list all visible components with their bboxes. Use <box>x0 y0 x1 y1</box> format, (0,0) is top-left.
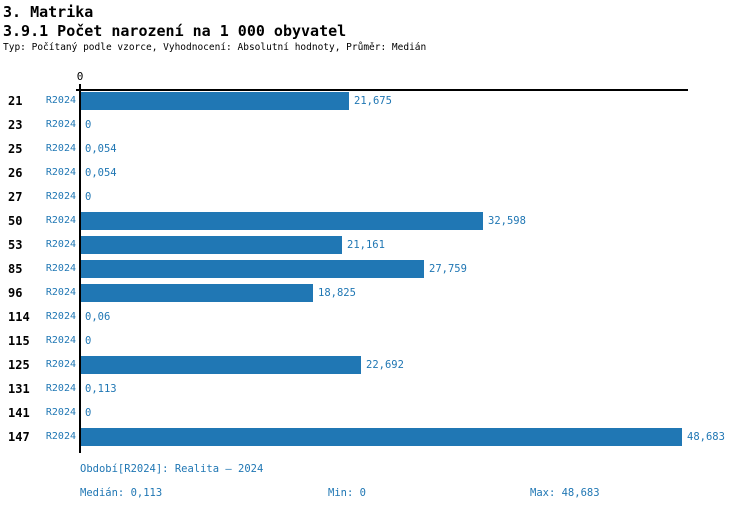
x-axis-line <box>76 89 688 91</box>
series-label: R2024 <box>45 215 76 226</box>
chart-row: 115 R2024 0 <box>0 329 750 353</box>
category-label: 53 <box>8 238 23 252</box>
median-stat: Medián: 0,113 <box>80 487 163 499</box>
category-label: 96 <box>8 286 23 300</box>
bar[interactable] <box>81 428 682 446</box>
bar[interactable] <box>81 212 483 230</box>
category-label: 131 <box>8 382 30 396</box>
value-label: 0 <box>85 191 92 203</box>
chart-meta: Typ: Počítaný podle vzorce, Vyhodnocení:… <box>3 42 427 53</box>
series-label: R2024 <box>45 191 76 202</box>
value-label: 0,054 <box>85 143 117 155</box>
category-label: 115 <box>8 334 30 348</box>
category-label: 85 <box>8 262 23 276</box>
chart-row: 26 R2024 0,054 <box>0 161 750 185</box>
bar[interactable] <box>81 92 349 110</box>
category-label: 114 <box>8 310 30 324</box>
period-legend: Období[R2024]: Realita – 2024 <box>80 463 264 475</box>
category-label: 141 <box>8 406 30 420</box>
bar[interactable] <box>81 260 424 278</box>
chart-row: 96 R2024 18,825 <box>0 281 750 305</box>
category-label: 125 <box>8 358 30 372</box>
chart-row: 50 R2024 32,598 <box>0 209 750 233</box>
category-label: 50 <box>8 214 23 228</box>
chart-row: 25 R2024 0,054 <box>0 137 750 161</box>
max-stat: Max: 48,683 <box>530 487 600 499</box>
series-label: R2024 <box>45 239 76 250</box>
category-label: 23 <box>8 118 23 132</box>
value-label: 32,598 <box>488 215 526 227</box>
series-label: R2024 <box>45 383 76 394</box>
chart-row: 23 R2024 0 <box>0 113 750 137</box>
page-title: 3. Matrika <box>3 3 94 21</box>
value-label: 0 <box>85 119 92 131</box>
chart-row: 21 R2024 21,675 <box>0 89 750 113</box>
value-label: 22,692 <box>366 359 404 371</box>
series-label: R2024 <box>45 143 76 154</box>
value-label: 0,054 <box>85 167 117 179</box>
series-label: R2024 <box>45 287 76 298</box>
series-label: R2024 <box>45 335 76 346</box>
chart-row: 53 R2024 21,161 <box>0 233 750 257</box>
series-label: R2024 <box>45 167 76 178</box>
chart-row: 27 R2024 0 <box>0 185 750 209</box>
value-label: 0,113 <box>85 383 117 395</box>
series-label: R2024 <box>45 263 76 274</box>
value-label: 0,06 <box>85 311 111 323</box>
series-label: R2024 <box>45 407 76 418</box>
bar[interactable] <box>81 284 313 302</box>
category-label: 26 <box>8 166 23 180</box>
y-axis-line <box>79 89 81 453</box>
x-axis-tick-mark <box>79 84 81 90</box>
category-label: 27 <box>8 190 23 204</box>
chart-title: 3.9.1 Počet narození na 1 000 obyvatel <box>3 22 347 40</box>
category-label: 25 <box>8 142 23 156</box>
category-label: 21 <box>8 94 23 108</box>
chart-row: 125 R2024 22,692 <box>0 353 750 377</box>
chart-row: 147 R2024 48,683 <box>0 425 750 449</box>
min-stat: Min: 0 <box>328 487 366 499</box>
series-label: R2024 <box>45 431 76 442</box>
value-label: 27,759 <box>429 263 467 275</box>
value-label: 21,675 <box>354 95 392 107</box>
category-label: 147 <box>8 430 30 444</box>
series-label: R2024 <box>45 95 76 106</box>
series-label: R2024 <box>45 311 76 322</box>
bar[interactable] <box>81 236 342 254</box>
chart-row: 141 R2024 0 <box>0 401 750 425</box>
value-label: 0 <box>85 335 92 347</box>
chart-row: 114 R2024 0,06 <box>0 305 750 329</box>
bar[interactable] <box>81 356 361 374</box>
chart-row: 85 R2024 27,759 <box>0 257 750 281</box>
value-label: 0 <box>85 407 92 419</box>
x-axis-zero-tick-label: 0 <box>76 70 84 83</box>
value-label: 48,683 <box>687 431 725 443</box>
chart-row: 131 R2024 0,113 <box>0 377 750 401</box>
series-label: R2024 <box>45 359 76 370</box>
series-label: R2024 <box>45 119 76 130</box>
value-label: 21,161 <box>347 239 385 251</box>
value-label: 18,825 <box>318 287 356 299</box>
